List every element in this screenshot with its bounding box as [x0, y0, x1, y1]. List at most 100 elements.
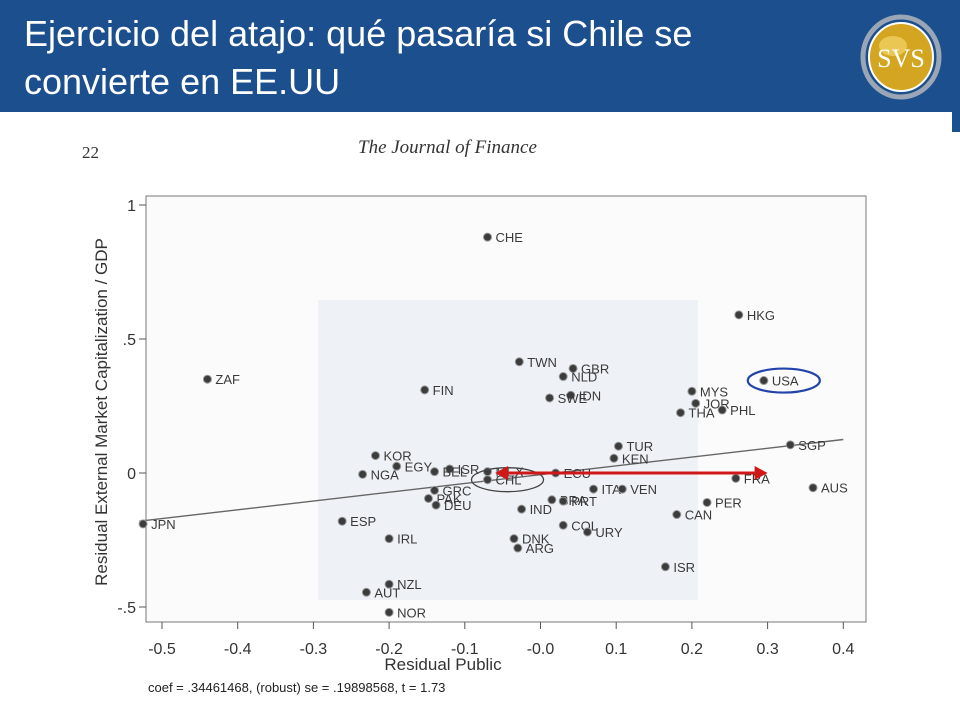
point-label: TUR: [626, 439, 653, 454]
data-point: [358, 469, 368, 479]
data-point: [660, 562, 670, 572]
logo-text: SVS: [877, 44, 925, 73]
point-label: MYS: [700, 384, 729, 399]
point-label: IND: [530, 502, 552, 517]
point-label: VEN: [630, 482, 657, 497]
point-label: HKG: [747, 308, 775, 323]
point-label: ITA: [601, 482, 621, 497]
page-number: 22: [82, 143, 99, 162]
data-point: [691, 398, 701, 408]
data-point: [785, 440, 795, 450]
point-label: ZAF: [215, 372, 240, 387]
point-label: EGY: [405, 459, 433, 474]
x-tick-label: 0.2: [681, 641, 703, 658]
data-point: [734, 310, 744, 320]
data-point: [509, 534, 519, 544]
data-point: [514, 357, 524, 367]
data-point: [588, 484, 598, 494]
y-axis-label: Residual External Market Capitalization …: [92, 238, 111, 586]
data-point: [431, 500, 441, 510]
point-label: ISR: [458, 462, 480, 477]
highlight-ellipse: [746, 367, 821, 394]
point-label: NLD: [571, 370, 597, 385]
point-label: PER: [715, 495, 742, 510]
data-point: [384, 607, 394, 617]
data-point: [717, 405, 727, 415]
point-label: ARG: [526, 541, 554, 556]
x-axis-label: Residual Public: [384, 655, 502, 674]
point-label: KOR: [383, 449, 411, 464]
data-point: [545, 393, 555, 403]
point-label: URY: [595, 525, 623, 540]
point-label: AUS: [821, 481, 848, 496]
point-label: USA: [772, 374, 799, 389]
data-point: [672, 510, 682, 520]
svs-logo: SVS: [860, 14, 942, 100]
data-point: [609, 453, 619, 463]
point-label: FIN: [433, 383, 454, 398]
data-point: [558, 496, 568, 506]
x-tick-label: 0.3: [756, 641, 778, 658]
data-point: [423, 493, 433, 503]
point-label: NGA: [371, 467, 400, 482]
point-label: CAN: [685, 508, 712, 523]
point-label: IRL: [397, 532, 417, 547]
x-tick-label: -0.2: [375, 641, 403, 658]
point-label: ISR: [673, 560, 695, 575]
data-point: [420, 385, 430, 395]
point-label: PAK: [436, 491, 461, 506]
data-point: [370, 451, 380, 461]
data-point: [138, 519, 148, 529]
point-label: DEU: [444, 498, 471, 513]
data-point: [547, 495, 557, 505]
data-point: [384, 534, 394, 544]
data-point: [337, 516, 347, 526]
data-point: [617, 484, 627, 494]
point-label: KEN: [622, 451, 649, 466]
point-label: AUT: [374, 585, 400, 600]
data-point: [384, 579, 394, 589]
x-tick-label: -0.4: [224, 641, 252, 658]
x-tick-label: 0.1: [605, 641, 627, 658]
data-point: [731, 473, 741, 483]
x-tick-label: -0.1: [451, 641, 479, 658]
arrow-head-left: [495, 466, 509, 480]
data-point: [445, 464, 455, 474]
data-point: [513, 543, 523, 553]
y-tick-label: -.5: [117, 600, 136, 617]
point-label: TWN: [527, 355, 557, 370]
data-point: [687, 386, 697, 396]
slide-title: Ejercicio del atajo: qué pasaría si Chil…: [24, 13, 693, 102]
data-point: [613, 441, 623, 451]
point-label: GBR: [581, 361, 609, 376]
data-point: [582, 527, 592, 537]
y-tick-label: .5: [123, 332, 136, 349]
data-point: [430, 467, 440, 477]
y-tick-label: 0: [127, 466, 136, 483]
data-point: [558, 520, 568, 530]
x-tick-label: -0.3: [300, 641, 328, 658]
point-label: SWE: [558, 391, 588, 406]
data-point: [517, 504, 527, 514]
point-label: IDN: [579, 388, 601, 403]
data-point: [808, 483, 818, 493]
scan-shading: [318, 300, 698, 600]
data-point: [361, 587, 371, 597]
x-tick-label: -0.0: [527, 641, 555, 658]
data-point: [483, 232, 493, 242]
point-label: CHE: [496, 230, 524, 245]
point-label: JPN: [151, 517, 176, 532]
arrow-head-right: [754, 466, 768, 480]
point-label: THA: [689, 406, 715, 421]
slide-header: Ejercicio del atajo: qué pasaría si Chil…: [0, 0, 960, 112]
point-label: DNK: [522, 532, 550, 547]
point-label: GRC: [443, 483, 472, 498]
point-label: PRT: [571, 494, 597, 509]
x-tick-label: -0.5: [148, 641, 176, 658]
regression-footnote: coef = .34461468, (robust) se = .1989856…: [148, 680, 446, 695]
data-point: [202, 374, 212, 384]
header-strip: [952, 112, 960, 132]
point-label: NOR: [397, 605, 426, 620]
journal-title: The Journal of Finance: [358, 137, 537, 158]
